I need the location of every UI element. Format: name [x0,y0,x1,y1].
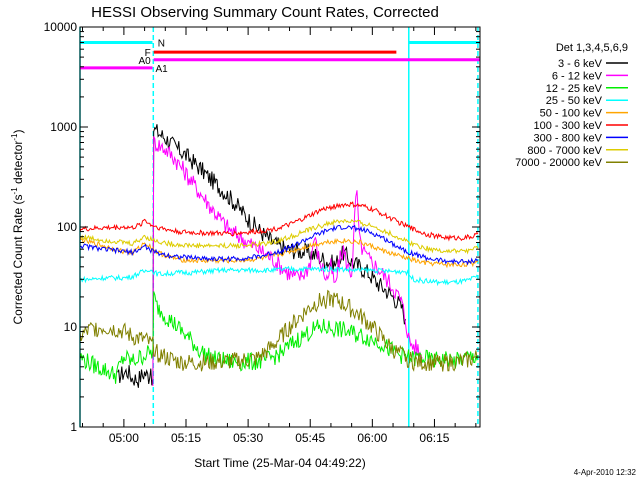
series-line-6 [79,224,479,266]
legend-label-0: 3 - 6 keV [558,58,603,70]
y-axis-label-exp-2: -1 [10,133,19,141]
y-tick-label-4: 10000 [44,20,78,34]
y-axis-label-mid: detector [11,141,25,188]
x-axis: 05:00 05:15 05:30 05:45 06:00 06:15 [81,27,477,445]
x-tick-label-3: 05:45 [295,431,325,445]
series-line-8 [79,289,479,372]
x-tick-label-5: 06:15 [419,431,449,445]
y-axis-label: Corrected Count Rate (s-1 detector-1) [10,129,25,324]
x-tick-label-4: 06:00 [357,431,387,445]
y-axis-label-end: ) [11,129,25,133]
legend-label-2: 12 - 25 keV [546,83,603,95]
series-lines [79,124,479,388]
y-tick-label-3: 1000 [50,120,77,134]
series-line-5 [79,201,479,242]
flag-label-a0: A0 [138,56,151,67]
flag-label-f: F [145,48,151,59]
x-tick-label-1: 05:15 [171,431,201,445]
legend-title: Det 1,3,4,5,6,9 [556,42,628,54]
legend-label-1: 6 - 12 keV [552,70,603,82]
legend-label-6: 300 - 800 keV [534,132,603,144]
series-line-3 [79,265,479,287]
x-tick-label-2: 05:30 [233,431,263,445]
legend-label-3: 25 - 50 keV [546,95,603,107]
flag-label-n: N [158,38,165,49]
legend-label-4: 50 - 100 keV [540,108,603,120]
y-tick-label-2: 100 [57,220,77,234]
y-axis-label-exp-1: -1 [10,187,19,195]
y-tick-label-1: 10 [64,320,78,334]
series-line-1 [152,136,423,387]
flag-label-a1: A1 [155,64,168,75]
footer-timestamp: 4-Apr-2010 12:32 [574,468,637,477]
legend-label-8: 7000 - 20000 keV [515,157,603,169]
series-line-0 [117,124,406,388]
x-tick-label-0: 05:00 [109,431,139,445]
y-axis-label-main: Corrected Count Rate (s [11,194,25,324]
legend-label-7: 800 - 7000 keV [527,145,602,157]
y-axis: 1 10 100 1000 10000 [44,20,480,434]
x-axis-label: Start Time (25-Mar-04 04:49:22) [194,456,365,470]
legend-label-5: 100 - 300 keV [534,120,603,132]
series-line-7 [79,218,479,255]
y-tick-label-0: 1 [70,420,77,434]
chart-title: HESSI Observing Summary Count Rates, Cor… [91,4,439,21]
